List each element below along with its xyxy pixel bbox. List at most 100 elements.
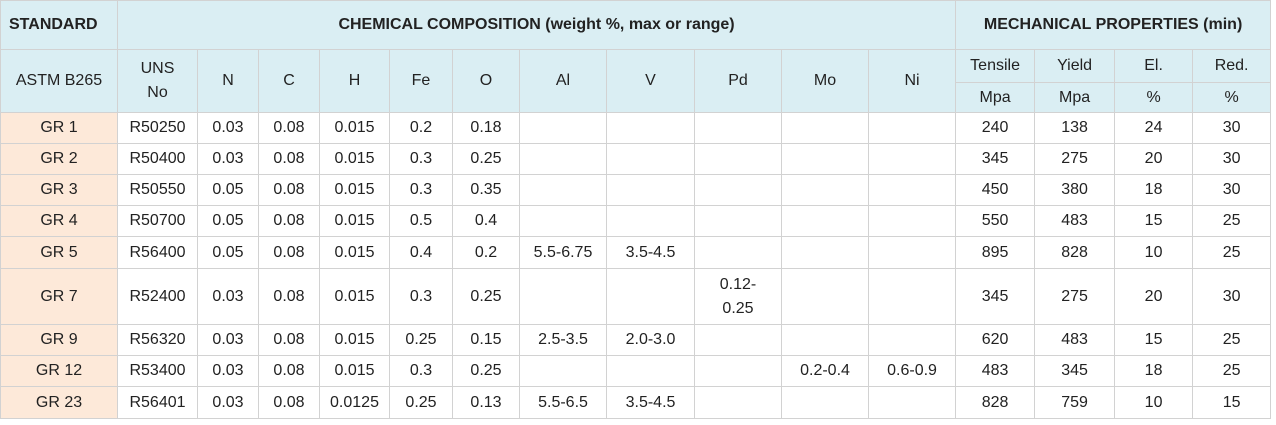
cell bbox=[519, 355, 607, 387]
cell: 25 bbox=[1192, 205, 1272, 237]
cell bbox=[694, 174, 782, 206]
cell: 0.13 bbox=[452, 386, 520, 419]
cell: 0.08 bbox=[258, 143, 320, 175]
cell bbox=[781, 386, 869, 419]
column-header: N bbox=[197, 49, 259, 113]
cell: 0.03 bbox=[197, 355, 259, 387]
cell: 15 bbox=[1114, 324, 1194, 356]
cell: 345 bbox=[1034, 355, 1116, 387]
cell: 0.015 bbox=[319, 174, 390, 206]
data-row: GR 3 R50550 0.05 0.08 0.015 0.3 0.35 450 380 18 30 bbox=[0, 174, 1272, 206]
cell: 895 bbox=[955, 236, 1036, 269]
cell: 620 bbox=[955, 324, 1036, 356]
cell: 0.03 bbox=[197, 112, 259, 144]
cell bbox=[694, 236, 782, 269]
cell: 2.0-3.0 bbox=[606, 324, 695, 356]
data-row: GR 5 R56400 0.05 0.08 0.015 0.4 0.2 5.5-6.75 3.5… bbox=[0, 236, 1272, 269]
cell: GR 7 bbox=[0, 268, 118, 325]
cell: 0.08 bbox=[258, 324, 320, 356]
cell: 0.3 bbox=[389, 143, 453, 175]
cell: 0.2-0.4 bbox=[781, 355, 869, 387]
cell: 0.6-0.9 bbox=[867, 355, 957, 387]
cell: 483 bbox=[955, 355, 1036, 387]
data-row: GR 12 R53400 0.03 0.08 0.015 0.3 0.25 0.2-0.4 0.… bbox=[0, 355, 1272, 387]
cell: 0.15 bbox=[452, 324, 520, 356]
cell: 5.5-6.5 bbox=[519, 386, 607, 419]
cell bbox=[519, 205, 607, 237]
cell: 0.2 bbox=[389, 112, 453, 144]
cell: 0.4 bbox=[389, 236, 453, 269]
cell: 345 bbox=[955, 268, 1036, 325]
cell: 18 bbox=[1114, 174, 1194, 206]
cell: 138 bbox=[1034, 112, 1116, 144]
cell bbox=[606, 174, 695, 206]
cell: 0.12-0.25 bbox=[694, 268, 782, 325]
cell bbox=[781, 143, 869, 175]
cell: 10 bbox=[1114, 386, 1194, 419]
cell-text: 0.12-0.25 bbox=[719, 275, 757, 317]
cell: 30 bbox=[1192, 112, 1272, 144]
column-header: Pd bbox=[694, 49, 782, 113]
column-header: Fe bbox=[389, 49, 453, 113]
cell bbox=[694, 205, 782, 237]
cell: 15 bbox=[1114, 205, 1194, 237]
cell: 20 bbox=[1114, 143, 1194, 175]
cell: R52400 bbox=[117, 268, 198, 325]
cell: 0.18 bbox=[452, 112, 520, 144]
header-cell: STANDARD bbox=[0, 0, 118, 50]
cell: 828 bbox=[955, 386, 1036, 419]
cell: 0.03 bbox=[197, 143, 259, 175]
data-row: GR 2 R50400 0.03 0.08 0.015 0.3 0.25 345 275 20 30 bbox=[0, 143, 1272, 175]
cell: 483 bbox=[1034, 205, 1116, 237]
cell: 0.0125 bbox=[319, 386, 390, 419]
cell bbox=[781, 112, 869, 144]
header-cell: MECHANICAL PROPERTIES (min) bbox=[955, 0, 1272, 50]
cell: 240 bbox=[955, 112, 1036, 144]
cell: 25 bbox=[1192, 324, 1272, 356]
cell: 3.5-4.5 bbox=[606, 386, 695, 419]
cell: 0.015 bbox=[319, 236, 390, 269]
cell bbox=[781, 236, 869, 269]
cell: 0.4 bbox=[452, 205, 520, 237]
cell: 3.5-4.5 bbox=[606, 236, 695, 269]
cell: 380 bbox=[1034, 174, 1116, 206]
unit-row: Mpa Mpa%% bbox=[1, 82, 1272, 113]
cell bbox=[867, 268, 957, 325]
cell: R50250 bbox=[117, 112, 198, 144]
cell: 0.3 bbox=[389, 268, 453, 325]
column-row: ASTM B265 UNS No N C H Fe O Al V Pd Mo Ni Tensile Yie… bbox=[0, 49, 1272, 113]
cell bbox=[781, 324, 869, 356]
cell: 25 bbox=[1192, 236, 1272, 269]
column-header: Red. bbox=[1192, 49, 1272, 83]
cell bbox=[519, 143, 607, 175]
cell: GR 9 bbox=[0, 324, 118, 356]
cell: GR 3 bbox=[0, 174, 118, 206]
column-header: C bbox=[258, 49, 320, 113]
cell: 2.5-3.5 bbox=[519, 324, 607, 356]
cell bbox=[606, 112, 695, 144]
column-header: Al bbox=[519, 49, 607, 113]
cell: 5.5-6.75 bbox=[519, 236, 607, 269]
cell bbox=[606, 268, 695, 325]
cell bbox=[519, 174, 607, 206]
cell bbox=[867, 236, 957, 269]
cell: 345 bbox=[955, 143, 1036, 175]
cell: GR 1 bbox=[0, 112, 118, 144]
cell: 0.08 bbox=[258, 386, 320, 419]
cell bbox=[694, 386, 782, 419]
unit-header: % bbox=[1192, 82, 1272, 113]
cell bbox=[867, 386, 957, 419]
cell: 30 bbox=[1192, 268, 1272, 325]
cell bbox=[694, 355, 782, 387]
cell: 0.08 bbox=[258, 205, 320, 237]
cell bbox=[606, 355, 695, 387]
column-header: O bbox=[452, 49, 520, 113]
cell: 0.3 bbox=[389, 174, 453, 206]
cell bbox=[781, 205, 869, 237]
column-header: UNS No bbox=[117, 49, 198, 113]
cell: R56401 bbox=[117, 386, 198, 419]
cell: 275 bbox=[1034, 268, 1116, 325]
cell: 30 bbox=[1192, 174, 1272, 206]
cell: 0.08 bbox=[258, 112, 320, 144]
unit-header: Mpa bbox=[1034, 82, 1116, 113]
